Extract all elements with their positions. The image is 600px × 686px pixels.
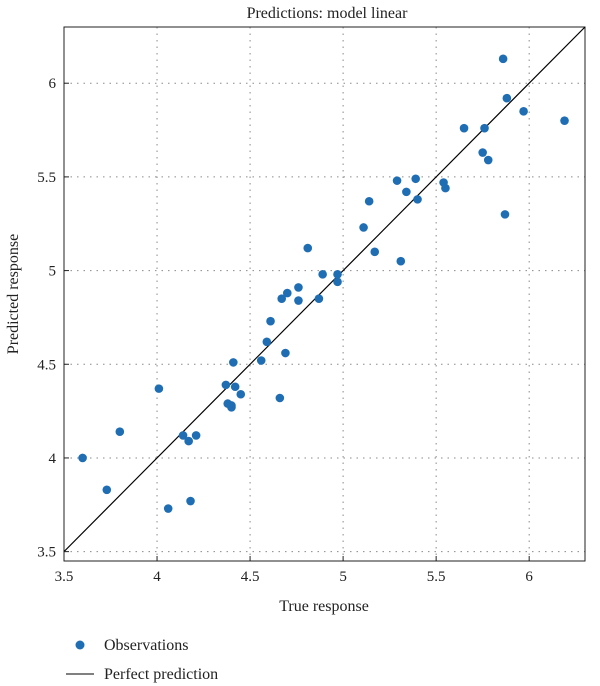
observation-point [480, 123, 489, 133]
legend: Observations Perfect prediction [66, 637, 218, 683]
observation-point [229, 358, 238, 367]
observation-point [402, 187, 411, 197]
observation-point [333, 270, 342, 279]
observation-point [191, 431, 201, 440]
observation-point [314, 294, 324, 303]
observation-point [236, 389, 246, 399]
y-tick-label: 4 [49, 451, 57, 467]
observation-point [227, 401, 236, 410]
observation-point [78, 453, 87, 463]
observation-point [275, 393, 285, 403]
observation-point [560, 116, 569, 125]
observation-point [392, 176, 402, 185]
observation-point [333, 277, 342, 287]
y-tick-label: 5.5 [37, 170, 56, 186]
observation-point [294, 296, 303, 305]
x-tick-label: 5.5 [427, 569, 446, 585]
observation-point [115, 427, 125, 437]
legend-observations-label: Observations [104, 637, 188, 654]
observation-point [364, 196, 374, 206]
observation-point [478, 148, 487, 157]
observation-point [282, 288, 292, 298]
observation-point [154, 384, 164, 393]
y-tick-label: 5 [49, 264, 57, 280]
observation-point [256, 356, 266, 365]
grid [63, 27, 585, 561]
observation-point [441, 183, 450, 193]
chart-title: Predictions: model linear [247, 5, 409, 22]
x-axis-title: True response [279, 598, 369, 615]
x-tick-label: 3.5 [55, 569, 74, 585]
y-tick-label: 4.5 [37, 357, 56, 373]
legend-observations-marker [75, 640, 85, 650]
observation-point [318, 270, 327, 279]
observation-point [163, 504, 173, 513]
y-axis-title: Predicted response [5, 234, 22, 354]
observation-point [102, 485, 112, 495]
observation-point [303, 243, 313, 253]
observation-point [184, 436, 193, 446]
observation-point [281, 348, 290, 358]
observation-point [359, 223, 368, 232]
x-tick-label: 5 [339, 569, 347, 585]
y-tick-label: 6 [49, 76, 57, 92]
observation-point [186, 496, 195, 506]
perfect-prediction-line-path [63, 26, 586, 553]
observation-point [266, 316, 275, 326]
observation-point [459, 123, 469, 133]
observation-point [396, 256, 406, 266]
observation-point [294, 283, 303, 292]
observation-point [500, 210, 510, 219]
observations-series [78, 54, 569, 513]
observation-point [413, 195, 422, 204]
observation-point [498, 54, 508, 64]
perfect-prediction-line [63, 26, 586, 553]
observation-point [483, 155, 493, 165]
observation-point [502, 93, 512, 103]
observation-point [370, 247, 380, 257]
observation-point [411, 174, 420, 184]
observation-point [178, 431, 188, 440]
observation-point [519, 107, 528, 116]
observation-point [262, 337, 272, 347]
y-tick-label: 3.5 [37, 545, 56, 561]
observation-point [230, 382, 240, 392]
axis-ticks: 3.5 4 4.5 5 5.5 6 3.5 4 4.5 5 5.5 6 [37, 76, 533, 585]
observation-point [277, 294, 287, 303]
observation-point [221, 380, 231, 390]
legend-perfect-prediction-label: Perfect prediction [104, 666, 218, 683]
x-tick-label: 4 [153, 569, 161, 585]
plot-frame [63, 26, 586, 562]
x-tick-label: 4.5 [241, 569, 260, 585]
x-tick-label: 6 [525, 569, 533, 585]
